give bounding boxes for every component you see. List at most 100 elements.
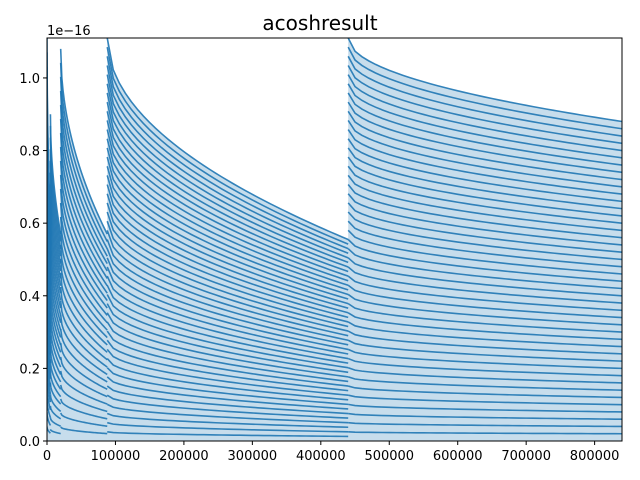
scatter-level-line xyxy=(106,166,349,305)
scatter-level-line xyxy=(347,38,622,123)
scatter-level-line xyxy=(59,314,108,376)
scatter-level-line xyxy=(106,129,349,287)
scatter-level-line xyxy=(106,101,349,273)
scatter-level-line xyxy=(49,417,61,427)
scatter-level-line xyxy=(347,202,622,254)
scatter-level-line xyxy=(347,302,622,333)
scatter-level-line xyxy=(47,426,51,434)
y-tick-label: 0.4 xyxy=(19,290,40,305)
x-tick-label: 200000 xyxy=(159,449,209,464)
scatter-level-line xyxy=(347,220,622,268)
scatter-level-line xyxy=(49,207,62,294)
scatter-level-line xyxy=(49,370,62,398)
scatter-level-line xyxy=(106,312,349,378)
scatter-level-line xyxy=(106,230,349,337)
scatter-level-line xyxy=(347,65,622,145)
scatter-level-line xyxy=(59,48,108,235)
scatter-level-line xyxy=(49,335,62,375)
scatter-level-line xyxy=(59,272,108,353)
scatter-segment xyxy=(47,38,52,441)
scatter-level-line xyxy=(59,160,108,294)
scatter-level-line xyxy=(106,303,349,374)
scatter-level-line xyxy=(49,172,62,272)
scatter-level-line xyxy=(347,348,622,370)
scatter-level-line xyxy=(106,147,349,296)
y-offset-label: 1e−16 xyxy=(47,24,91,39)
scatter-level-line xyxy=(106,138,349,291)
scatter-level-line xyxy=(106,321,349,383)
scatter-level-line xyxy=(59,300,108,368)
scatter-level-line xyxy=(347,74,622,152)
scatter-level-line xyxy=(49,195,62,286)
scatter-level-line xyxy=(59,132,108,279)
scatter-level-line xyxy=(347,248,622,290)
scatter-level-line xyxy=(347,312,622,341)
scatter-level-line xyxy=(347,385,622,399)
scatter-level-line xyxy=(106,330,349,387)
scatter-level-line xyxy=(49,160,62,264)
x-axis: 0 100000 200000 300000 400000 500000 600000 700… xyxy=(43,441,619,464)
y-tick-label: 0.6 xyxy=(19,217,40,232)
scatter-level-line xyxy=(107,431,349,438)
scatter-level-line xyxy=(59,398,108,420)
scatter-level-line xyxy=(49,405,62,420)
scatter-level-line xyxy=(59,244,108,339)
scatter-level-line xyxy=(106,358,349,401)
scatter-level-line xyxy=(106,294,349,369)
y-axis: 0.0 0.2 0.4 0.6 0.8 1.0 xyxy=(19,72,47,450)
x-tick-label: 300000 xyxy=(228,449,278,464)
scatter-level-line xyxy=(49,254,62,323)
scatter-level-line xyxy=(106,348,349,397)
scatter-level-line xyxy=(106,83,349,264)
scatter-level-line xyxy=(59,76,108,250)
scatter-level-line xyxy=(107,421,349,433)
y-tick-label: 1.0 xyxy=(19,72,40,87)
scatter-level-line xyxy=(49,242,62,316)
scatter-level-line xyxy=(106,394,349,419)
scatter-level-line xyxy=(49,394,62,413)
scatter-level-line xyxy=(49,184,62,279)
scatter-level-line xyxy=(347,321,622,348)
chart-title: acoshresult xyxy=(262,11,377,35)
scatter-level-line xyxy=(347,138,622,203)
scatter-level-line xyxy=(347,238,622,283)
scatter-segment xyxy=(59,48,108,441)
scatter-level-line xyxy=(106,56,349,250)
scatter-level-line xyxy=(347,211,622,261)
y-tick-label: 0.2 xyxy=(19,362,40,377)
scatter-level-line xyxy=(348,412,622,421)
scatter-level-line xyxy=(106,47,349,245)
scatter-level-line xyxy=(59,104,108,265)
plot-area-frame xyxy=(46,37,623,442)
scatter-level-line xyxy=(347,275,622,312)
scatter-level-line xyxy=(347,110,622,181)
scatter-density xyxy=(348,38,622,441)
scatter-level-line xyxy=(347,46,622,130)
scatter-level-line xyxy=(347,284,622,319)
scatter-level-line xyxy=(347,229,622,275)
scatter-level-line xyxy=(47,354,52,395)
scatter-level-line xyxy=(106,339,349,392)
x-tick-label: 400000 xyxy=(296,449,346,464)
scatter-level-line xyxy=(59,146,108,287)
x-tick-label: 0 xyxy=(43,449,51,464)
scatter-level-line xyxy=(49,429,61,435)
scatter-level-line xyxy=(47,412,52,426)
scatter-level-line xyxy=(59,412,108,428)
scatter-segment xyxy=(347,38,622,441)
scatter-level-line xyxy=(106,111,349,277)
scatter-marks xyxy=(47,38,622,441)
scatter-level-line xyxy=(106,385,349,415)
scatter-level-line xyxy=(49,230,62,309)
scatter-level-line xyxy=(106,120,349,282)
scatter-level-line xyxy=(106,403,349,424)
y-tick-label: 0.8 xyxy=(19,145,40,160)
scatter-level-line xyxy=(59,202,108,316)
scatter-level-line xyxy=(348,403,622,413)
scatter-level-line xyxy=(106,412,349,429)
x-tick-label: 600000 xyxy=(433,449,483,464)
scatter-level-line xyxy=(59,356,108,398)
scatter-level-line xyxy=(106,284,349,364)
x-tick-label: 100000 xyxy=(91,449,141,464)
scatter-level-line xyxy=(347,330,622,355)
